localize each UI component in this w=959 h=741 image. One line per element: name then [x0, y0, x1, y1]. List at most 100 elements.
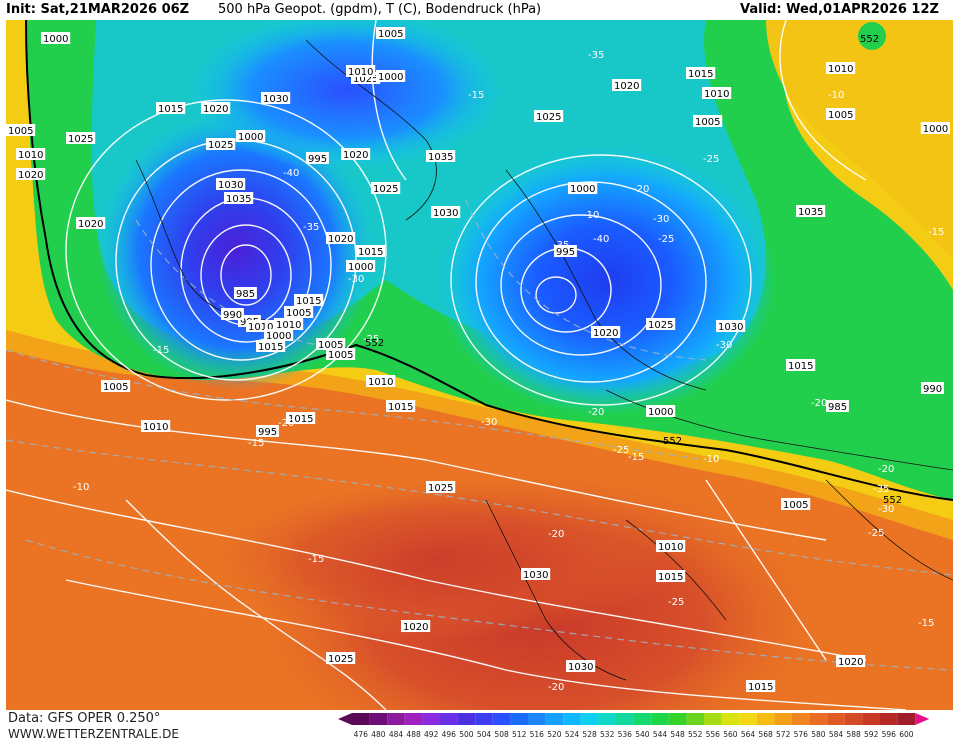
pressure-label-bg: [346, 260, 376, 272]
pressure-label-bg: [376, 70, 406, 82]
pressure-label: 1030: [521, 568, 551, 581]
pressure-label: 1005: [284, 306, 314, 319]
pressure-label: 1030: [566, 660, 596, 673]
pressure-label-bg: [346, 65, 376, 77]
legend-swatch: [422, 713, 440, 725]
pressure-label-text: 995: [258, 427, 277, 438]
pressure-label: 1005: [693, 115, 723, 128]
temperature-label: -25: [658, 234, 674, 245]
legend-tick-label: 552: [688, 730, 703, 739]
pressure-label: 1020: [612, 79, 642, 92]
pressure-label-text: 1020: [593, 328, 618, 339]
pressure-label-text: 1015: [258, 342, 283, 353]
pressure-label-text: 990: [923, 384, 942, 395]
pressure-labels: 1000100510101015102010251030103599599098…: [6, 27, 950, 693]
legend-tick-label: 496: [442, 730, 457, 739]
pressure-label-bg: [156, 102, 186, 114]
pressure-label: 990: [221, 308, 244, 321]
legend-tick-label: 516: [530, 730, 545, 739]
pressure-label-text: 1030: [718, 322, 743, 333]
legend-tick-label: 572: [776, 730, 791, 739]
legend-swatch: [580, 713, 599, 725]
legend-tick-label: 548: [670, 730, 685, 739]
pressure-label-bg: [326, 652, 356, 664]
pressure-label-bg: [826, 400, 849, 412]
pressure-label-bg: [568, 182, 598, 194]
pressure-label-bg: [826, 108, 856, 120]
pressure-label: 1025: [371, 182, 401, 195]
pressure-label-bg: [201, 102, 231, 114]
legend-swatch: [686, 713, 704, 725]
pressure-label: 1000: [346, 260, 376, 273]
legend-swatch: [756, 713, 775, 725]
temperature-label: -20: [588, 407, 604, 418]
pressure-label: 1000: [264, 329, 294, 342]
pressure-label-bg: [746, 680, 776, 692]
pressure-label-text: 1000: [238, 132, 263, 143]
legend-tick-label: 540: [635, 730, 650, 739]
pressure-label-text: 995: [556, 247, 575, 258]
legend-swatch: [792, 713, 810, 725]
pressure-label-bg: [920, 122, 950, 134]
website-label: WWW.WETTERZENTRALE.DE: [8, 727, 179, 741]
pressure-label-text: 1005: [783, 500, 808, 511]
temperature-label: -25: [868, 528, 884, 539]
pressure-label-text: 1010: [248, 322, 273, 333]
pressure-label-text: 1015: [296, 296, 321, 307]
pressure-label-bg: [76, 217, 106, 229]
pressure-label-text: 1005: [378, 29, 403, 40]
pressure-label-bg: [66, 132, 96, 144]
temperature-label-text: -15: [248, 438, 264, 449]
pressure-label: 1035: [796, 205, 826, 218]
temperature-label: -15: [248, 438, 264, 449]
pressure-label-text: 1015: [788, 361, 813, 372]
temperature-label: -15: [918, 618, 934, 629]
temperature-label: -40: [593, 234, 609, 245]
legend-tick-label: 532: [600, 730, 615, 739]
temperature-label: -10: [828, 90, 844, 101]
pressure-label-bg: [371, 182, 401, 194]
eastern-low-color: [436, 145, 776, 415]
temperature-label: -30: [653, 214, 669, 225]
legend-swatch: [633, 713, 652, 725]
pressure-label: 1020: [401, 620, 431, 633]
legend-tick-label: 528: [582, 730, 597, 739]
pressure-label-bg: [796, 205, 826, 217]
pressure-label: 1005: [6, 124, 36, 137]
legend-tick-label: 488: [406, 730, 421, 739]
western-low-color: [96, 110, 376, 390]
pressure-label-bg: [306, 152, 329, 164]
legend-swatch: [721, 713, 740, 725]
pressure-label-bg: [554, 245, 577, 257]
pressure-label-text: 1010: [143, 422, 168, 433]
pressure-label-text: 1000: [648, 407, 673, 418]
pressure-label: 1015: [386, 400, 416, 413]
pressure-label: 1020: [591, 326, 621, 339]
temperature-label-text: -10: [583, 210, 599, 221]
pressure-label: 1025: [66, 132, 96, 145]
pressure-label-text: 1005: [695, 117, 720, 128]
pressure-label-bg: [326, 232, 356, 244]
pressure-label: 1000: [646, 405, 676, 418]
pressure-label-bg: [702, 87, 732, 99]
temperature-label-text: -25: [613, 445, 629, 456]
pressure-label-text: 1000: [348, 262, 373, 273]
pressure-label: 1010: [274, 318, 304, 331]
legend-swatch: [616, 713, 634, 725]
data-source-label: Data: GFS OPER 0.250°: [8, 711, 161, 726]
northern-low-color: [186, 20, 506, 170]
temperature-label-text: -35: [588, 50, 604, 61]
legend-tick-label: 560: [723, 730, 738, 739]
temperature-label: -15: [928, 227, 944, 238]
legend-tick-label: 580: [811, 730, 826, 739]
weather-map-svg: 1000100510101015102010251030103599599098…: [6, 20, 953, 710]
temperature-label: -35: [303, 222, 319, 233]
pressure-label-text: 1025: [353, 74, 378, 85]
legend-swatch: [457, 713, 476, 725]
pressure-label-bg: [221, 308, 244, 320]
pressure-label: 995: [306, 152, 329, 165]
temperature-label: -30: [878, 504, 894, 515]
pressure-label-bg: [386, 400, 416, 412]
legend-swatch: [387, 713, 405, 725]
pressure-label-text: 1025: [208, 140, 233, 151]
